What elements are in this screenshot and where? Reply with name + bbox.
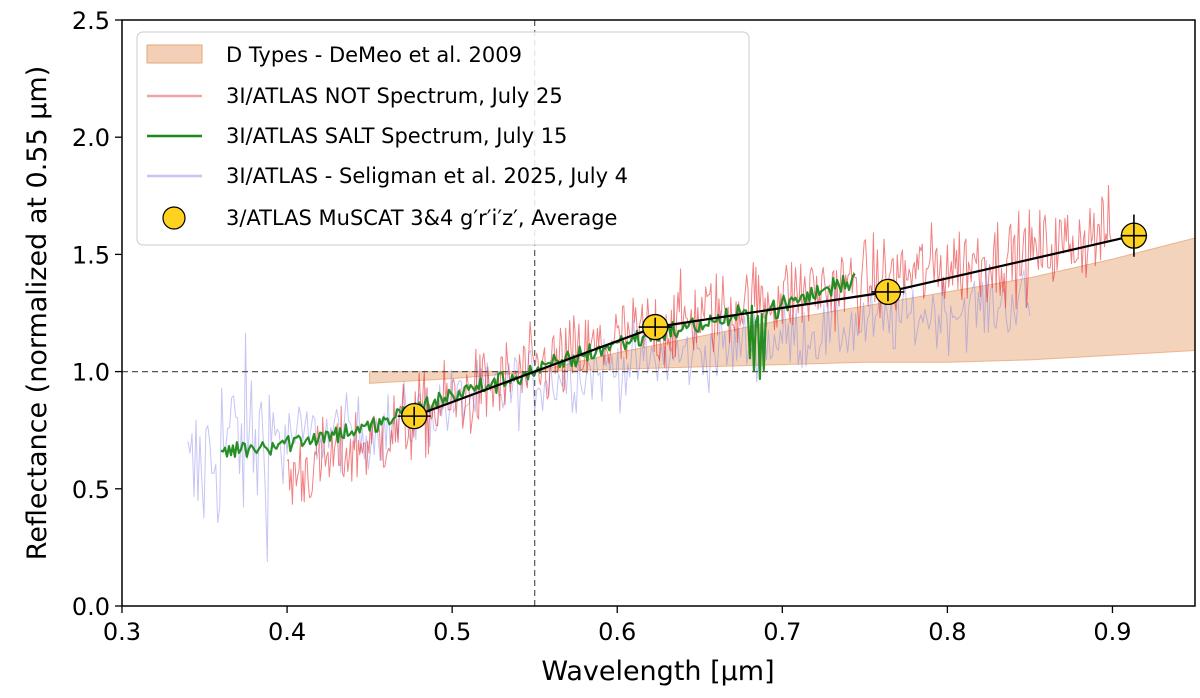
y-tick-label: 0.5 (72, 476, 110, 504)
plot-frame (121, 19, 1196, 607)
legend-box (136, 31, 750, 246)
series-salt-spectrum (220, 272, 856, 458)
y-axis-ticks: 0.0 0.5 1.0 1.5 2.0 2.5 (72, 7, 122, 621)
x-tick-label: 0.7 (763, 618, 801, 646)
legend-label-not: 3I/ATLAS NOT Spectrum, July 25 (226, 84, 563, 108)
legend-swatch-band (146, 44, 203, 64)
legend-label-photometry: 3/ATLAS MuSCAT 3&4 g′r′i′z′, Average (226, 206, 617, 230)
x-tick-label: 0.4 (268, 618, 306, 646)
legend-swatch-photometry (162, 206, 186, 230)
x-tick-label: 0.6 (598, 618, 636, 646)
x-tick-label: 0.5 (433, 618, 471, 646)
y-tick-label: 0.0 (72, 593, 110, 621)
y-tick-label: 2.0 (72, 124, 110, 152)
x-tick-label: 0.9 (1093, 618, 1131, 646)
x-axis-label: Wavelength [μm] (541, 656, 774, 687)
y-tick-label: 2.5 (72, 7, 110, 35)
photometry-line (413, 234, 1135, 418)
legend-label-salt: 3I/ATLAS SALT Spectrum, July 15 (226, 124, 567, 148)
legend: D Types - DeMeo et al. 2009 3I/ATLAS NOT… (136, 31, 750, 246)
x-axis-ticks: 0.3 0.4 0.5 0.6 0.7 0.8 0.9 (103, 606, 1132, 646)
series-seligman-spectrum (187, 259, 1031, 562)
y-axis-label: Reflectance (normalized at 0.55 μm) (22, 66, 53, 560)
legend-label-band: D Types - DeMeo et al. 2009 (226, 43, 522, 67)
x-tick-label: 0.3 (103, 618, 141, 646)
y-tick-label: 1.0 (72, 359, 110, 387)
legend-label-seligman: 3I/ATLAS - Seligman et al. 2025, July 4 (226, 164, 628, 188)
reference-lines (122, 20, 1195, 606)
photometry-layer (397, 214, 1148, 430)
y-tick-label: 1.5 (72, 241, 110, 269)
x-tick-label: 0.8 (928, 618, 966, 646)
